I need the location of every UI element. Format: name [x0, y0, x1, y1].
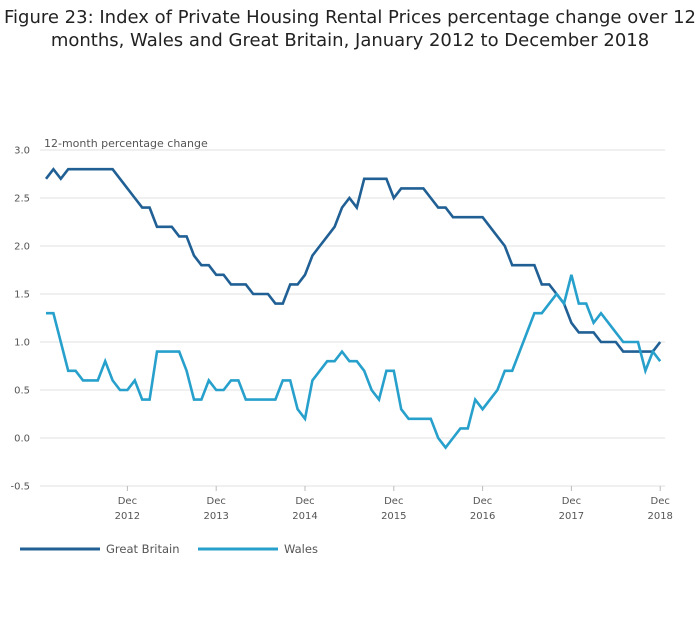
y-tick-label: 1.0 — [14, 338, 30, 349]
x-tick-month: Dec — [384, 496, 403, 507]
y-tick-label: 0.0 — [14, 434, 30, 445]
y-tick-label: 0.5 — [14, 386, 30, 397]
x-tick-month: Dec — [295, 496, 314, 507]
x-tick-month: Dec — [118, 496, 137, 507]
x-tick-year: 2017 — [559, 511, 584, 522]
x-tick-year: 2015 — [381, 511, 406, 522]
series-line-wales — [46, 274, 662, 450]
x-tick-year: 2013 — [203, 511, 228, 522]
y-tick-label: -0.5 — [10, 482, 30, 493]
x-tick-year: 2012 — [115, 511, 140, 522]
legend-label: Great Britain — [106, 542, 180, 556]
x-tick-month: Dec — [473, 496, 492, 507]
legend-label: Wales — [284, 542, 318, 556]
x-tick-year: 2014 — [292, 511, 317, 522]
y-axis-label: 12-month percentage change — [44, 137, 208, 150]
series-line-great-britain — [44, 167, 662, 353]
x-tick-month: Dec — [562, 496, 581, 507]
y-tick-label: 2.5 — [14, 194, 30, 205]
x-tick-year: 2016 — [470, 511, 495, 522]
chart-title: Figure 23: Index of Private Housing Rent… — [3, 7, 696, 51]
x-tick-month: Dec — [207, 496, 226, 507]
x-tick-year: 2018 — [647, 511, 672, 522]
y-tick-label: 3.0 — [14, 146, 30, 157]
y-tick-label: 1.5 — [14, 290, 30, 301]
x-tick-month: Dec — [651, 496, 670, 507]
y-tick-label: 2.0 — [14, 242, 30, 253]
